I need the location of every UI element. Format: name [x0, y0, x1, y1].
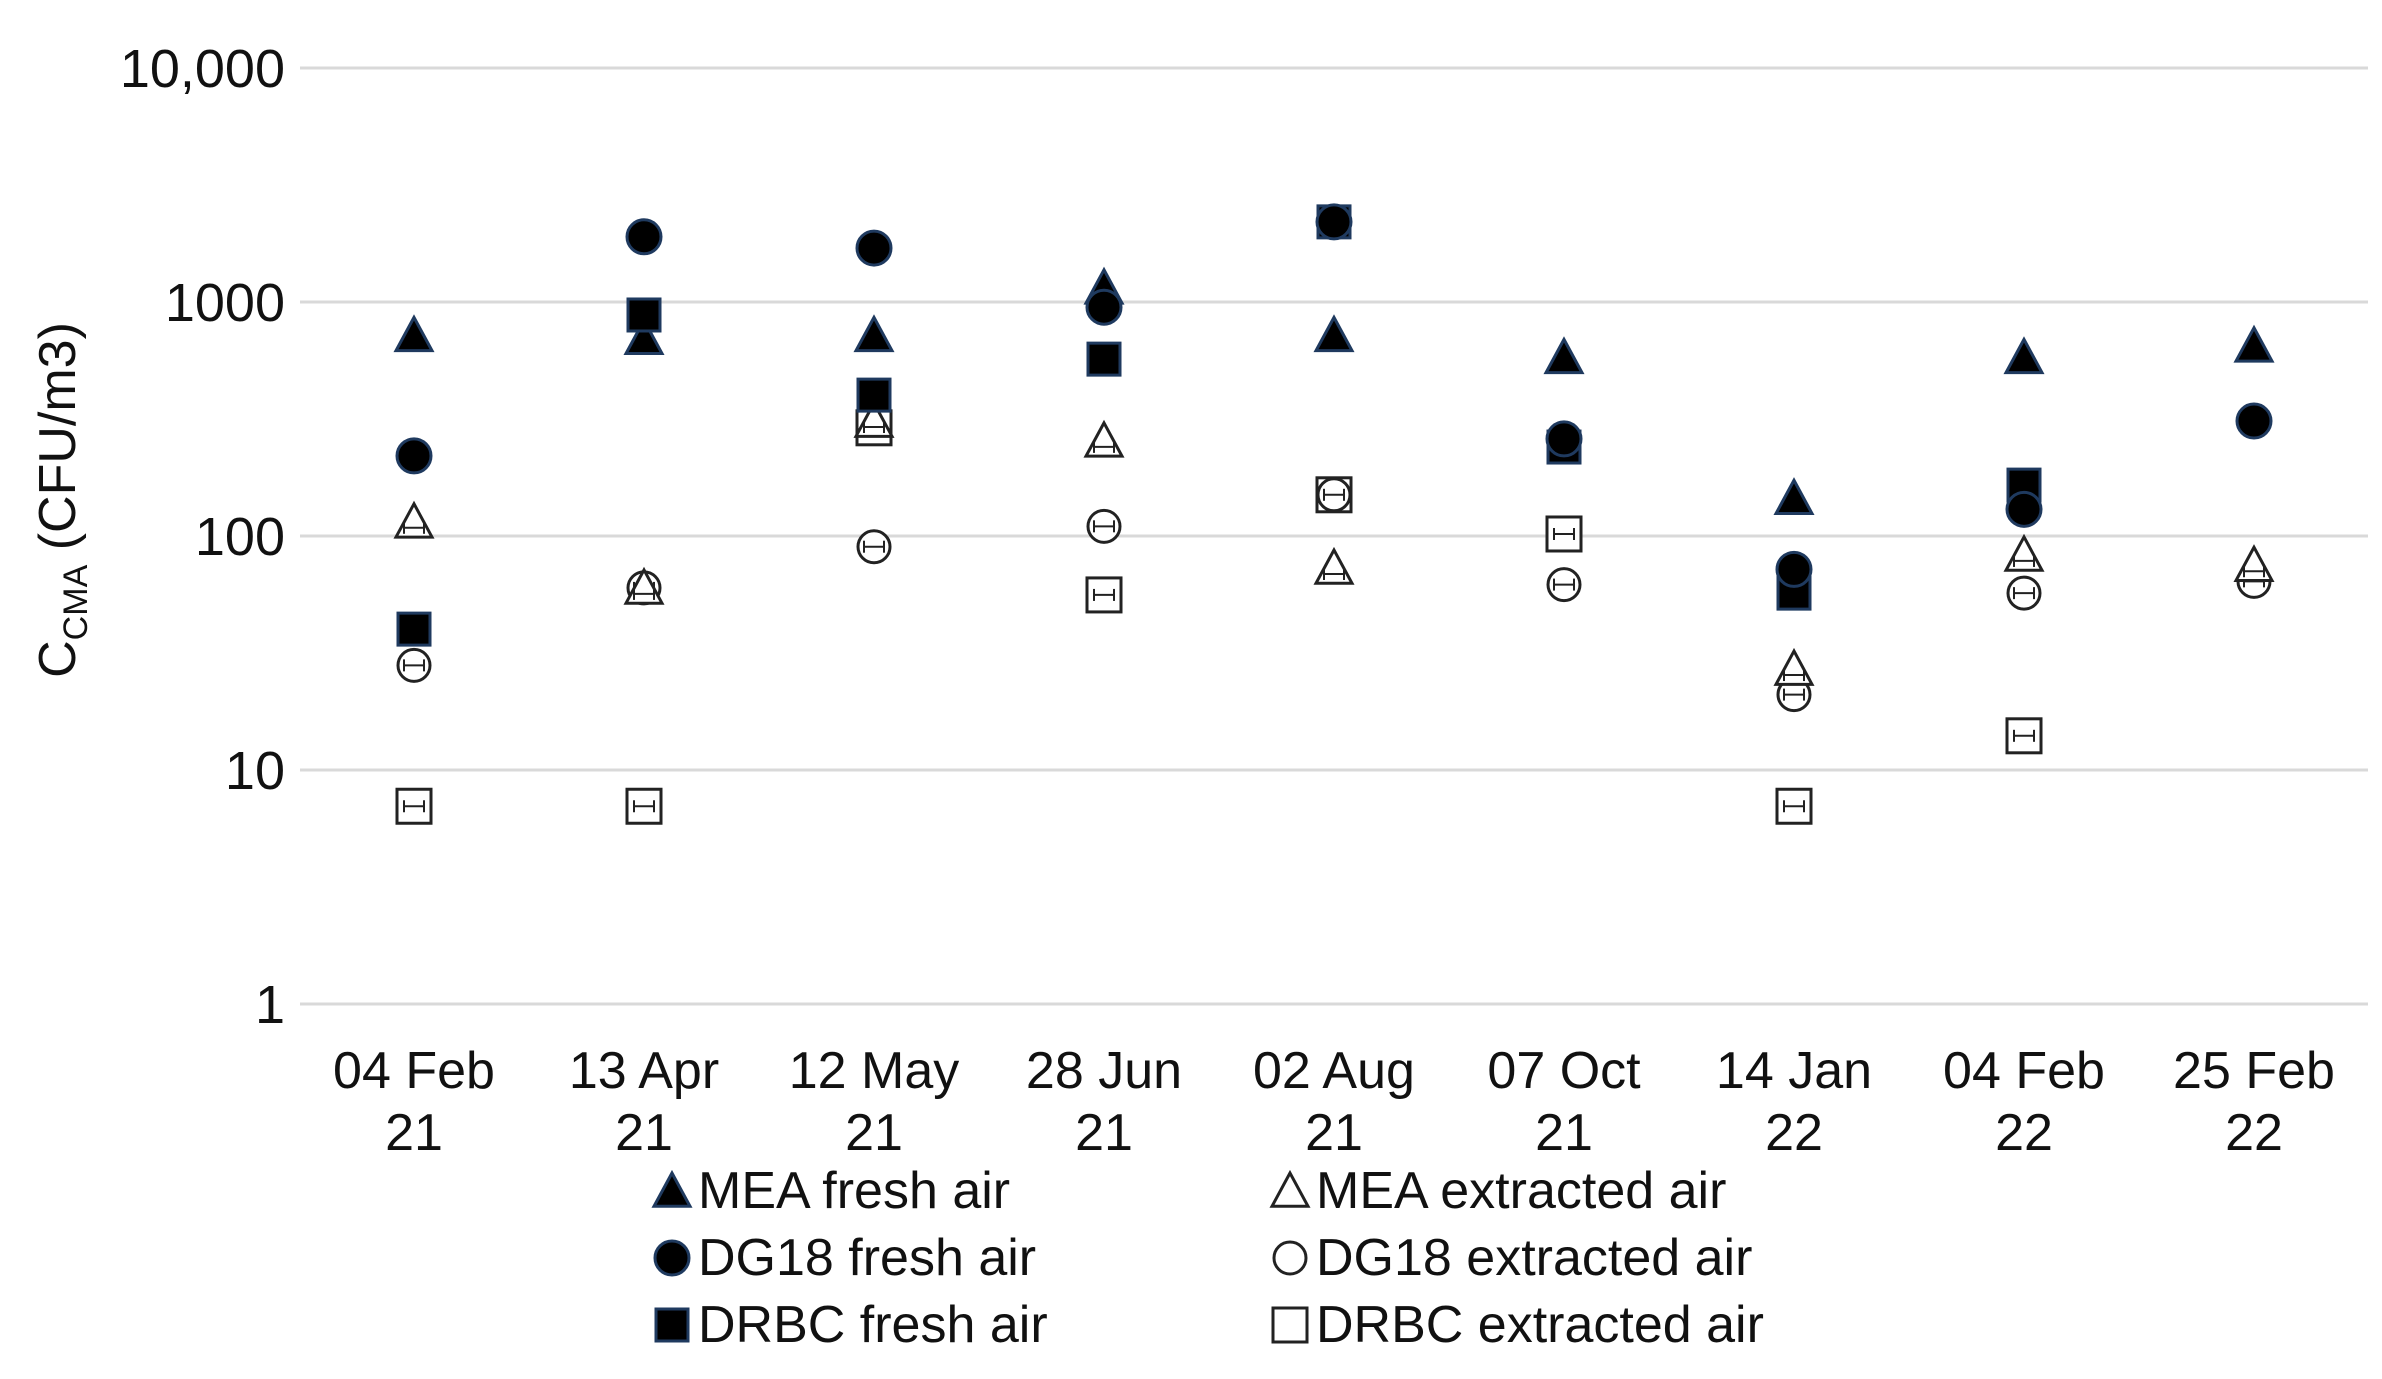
- y-tick-label-3: 1000: [165, 273, 285, 333]
- point-mea-fresh-air-5: [1543, 336, 1585, 375]
- legend-item-dg18-fresh-air: DG18 fresh air: [653, 1229, 1036, 1287]
- point-mea-fresh-air-6: [1773, 477, 1815, 516]
- point-mea-extracted-air-8: [2233, 544, 2275, 583]
- x-tick-label-6-line-1: 22: [1765, 1104, 1823, 1162]
- point-dg18-fresh-air-3: [1085, 288, 1123, 326]
- point-drbc-fresh-air-1: [626, 297, 662, 333]
- legend-label-3: MEA extracted air: [1316, 1162, 1726, 1220]
- y-axis-title: CCMA (CFU/m3): [29, 322, 95, 678]
- legend-marker-4: [1272, 1240, 1308, 1276]
- point-mea-extracted-air-7: [2003, 533, 2045, 572]
- legend-item-mea-fresh-air: MEA fresh air: [651, 1162, 1010, 1220]
- series-mea-extracted-air: [393, 399, 2275, 686]
- x-tick-label-3-line-1: 21: [1075, 1104, 1133, 1162]
- x-tick-label-5-line-1: 21: [1535, 1104, 1593, 1162]
- point-dg18-fresh-air-6: [1775, 550, 1813, 588]
- x-tick-label-8-line-0: 25 Feb: [2173, 1042, 2335, 1100]
- y-tick-label-2: 100: [195, 507, 285, 567]
- legend-item-mea-extracted-air: MEA extracted air: [1269, 1162, 1726, 1220]
- x-tick-label-3-line-0: 28 Jun: [1026, 1042, 1182, 1100]
- legend-label-2: DRBC fresh air: [698, 1296, 1048, 1354]
- y-tick-label-0: 1: [255, 975, 285, 1035]
- x-tick-label-6-line-0: 14 Jan: [1716, 1042, 1872, 1100]
- x-tick-label-8-line-1: 22: [2225, 1104, 2283, 1162]
- y-axis-title-subscript: CMA: [57, 564, 95, 640]
- point-mea-fresh-air-7: [2003, 336, 2045, 375]
- y-tick-label-1: 10: [225, 741, 285, 801]
- legend-label-5: DRBC extracted air: [1316, 1296, 1764, 1354]
- legend-item-drbc-fresh-air: DRBC fresh air: [654, 1296, 1048, 1354]
- y-axis-title-main: C: [29, 640, 87, 678]
- x-tick-label-7-line-0: 04 Feb: [1943, 1042, 2105, 1100]
- series-dg18-fresh-air: [395, 203, 2273, 588]
- point-mea-extracted-air-3: [1083, 419, 1125, 458]
- point-dg18-fresh-air-7: [2005, 490, 2043, 528]
- x-tick-label-1-line-1: 21: [615, 1104, 673, 1162]
- legend-label-0: MEA fresh air: [698, 1162, 1010, 1220]
- point-drbc-fresh-air-3: [1086, 341, 1122, 377]
- x-tick-label-5-line-0: 07 Oct: [1487, 1042, 1641, 1100]
- y-tick-labels: 1 10 100 1000 10,000: [120, 39, 285, 1035]
- data-markers: [393, 203, 2275, 825]
- legend-label-4: DG18 extracted air: [1316, 1229, 1752, 1287]
- y-axis-title-units: (CFU/m3): [29, 322, 87, 565]
- legend-item-dg18-extracted-air: DG18 extracted air: [1272, 1229, 1752, 1287]
- x-tick-label-0-line-0: 04 Feb: [333, 1042, 495, 1100]
- point-mea-extracted-air-4: [1313, 546, 1355, 585]
- point-mea-fresh-air-2: [853, 314, 895, 353]
- legend: MEA fresh air DG18 fresh air DRBC fresh ai…: [651, 1162, 1764, 1354]
- legend-marker-2: [654, 1307, 690, 1343]
- x-tick-label-7-line-1: 22: [1995, 1104, 2053, 1162]
- x-tick-label-1-line-0: 13 Apr: [569, 1042, 719, 1100]
- x-tick-label-2-line-0: 12 May: [789, 1042, 960, 1100]
- x-tick-label-2-line-1: 21: [845, 1104, 903, 1162]
- point-drbc-fresh-air-0: [396, 611, 432, 647]
- legend-marker-1: [653, 1239, 691, 1277]
- point-dg18-fresh-air-2: [855, 229, 893, 267]
- point-mea-fresh-air-1: [623, 317, 665, 356]
- legend-label-1: DG18 fresh air: [698, 1229, 1036, 1287]
- point-dg18-fresh-air-0: [395, 437, 433, 475]
- point-dg18-fresh-air-8: [2235, 402, 2273, 440]
- x-tick-label-0-line-1: 21: [385, 1104, 443, 1162]
- point-mea-extracted-air-6: [1773, 647, 1815, 686]
- point-dg18-fresh-air-5: [1545, 420, 1583, 458]
- point-mea-fresh-air-8: [2233, 324, 2275, 363]
- x-tick-label-4-line-1: 21: [1305, 1104, 1363, 1162]
- y-tick-label-4: 10,000: [120, 39, 285, 99]
- point-drbc-fresh-air-2: [856, 377, 892, 413]
- point-dg18-fresh-air-4: [1315, 203, 1353, 241]
- x-tick-label-4-line-0: 02 Aug: [1253, 1042, 1415, 1100]
- legend-marker-5: [1271, 1306, 1309, 1344]
- series-drbc-extracted-air: [395, 409, 2043, 825]
- point-mea-fresh-air-0: [393, 314, 435, 353]
- legend-marker-3: [1269, 1169, 1311, 1208]
- point-mea-fresh-air-4: [1313, 314, 1355, 353]
- legend-marker-0: [651, 1169, 693, 1208]
- legend-item-drbc-extracted-air: DRBC extracted air: [1271, 1296, 1764, 1354]
- point-mea-extracted-air-0: [393, 500, 435, 539]
- series-dg18-extracted-air: [396, 477, 2272, 713]
- point-dg18-fresh-air-1: [625, 218, 663, 256]
- point-drbc-extracted-air-7: [2005, 717, 2043, 755]
